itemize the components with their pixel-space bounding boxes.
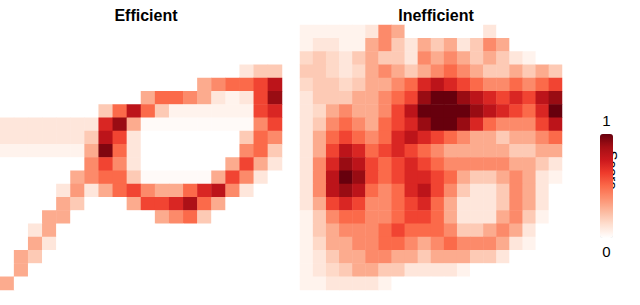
svg-text:0: 0 <box>602 243 610 260</box>
svg-text:Efficient: Efficient <box>114 7 178 24</box>
svg-text:1: 1 <box>602 112 610 129</box>
svg-text:Inefficient: Inefficient <box>398 7 474 24</box>
